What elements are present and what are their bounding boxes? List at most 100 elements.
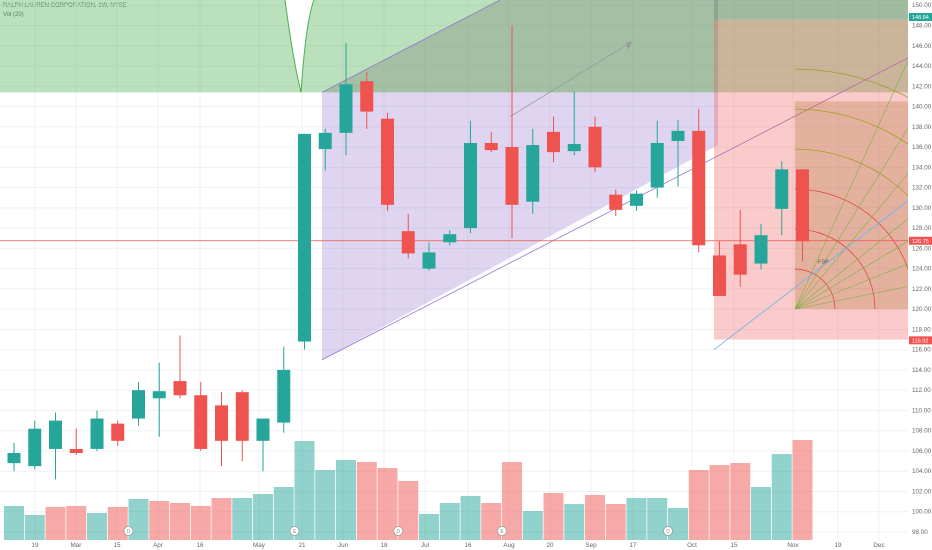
- volume-bar: [585, 495, 605, 540]
- candle-body: [547, 131, 560, 153]
- drawing-tools: FSP: [0, 0, 932, 361]
- volume-bar: [107, 507, 128, 540]
- volume-bar: [232, 498, 253, 540]
- event-marker: [663, 526, 673, 536]
- price-tick: 136.00: [912, 144, 932, 151]
- grid: [0, 0, 908, 545]
- time-tick: 19: [834, 542, 842, 549]
- price-tick: 138.00: [912, 124, 932, 131]
- candlesticks: [7, 25, 809, 480]
- fsp-label: FSP: [818, 260, 829, 266]
- candle-body: [360, 81, 374, 112]
- event-marker: [393, 526, 404, 536]
- price-tick: 142.00: [912, 83, 932, 90]
- time-tick: Mar: [71, 542, 82, 549]
- price-marker: [909, 236, 932, 245]
- green-zone: [0, 0, 908, 93]
- gann-fan-line: [794, 51, 913, 310]
- volume-indicator-label: Vol (20): [3, 12, 24, 18]
- candle-body: [49, 420, 62, 449]
- time-tick: Oct: [687, 542, 697, 549]
- price-tick: 122.00: [912, 286, 932, 293]
- candle-body: [194, 395, 208, 449]
- time-tick: 15: [730, 542, 738, 549]
- candle-body: [422, 252, 436, 269]
- candle-body: [796, 169, 809, 242]
- candle-body: [775, 169, 789, 209]
- event-marker-label: D: [666, 529, 670, 535]
- price-tick: 102.00: [912, 488, 932, 495]
- volume-bar: [439, 503, 460, 540]
- volume-bar: [792, 440, 813, 540]
- candle-body: [609, 194, 623, 210]
- price-tick: 120.00: [912, 306, 932, 313]
- price-tick: 104.00: [912, 468, 932, 475]
- price-tick: 134.00: [912, 164, 932, 171]
- dark-zone: [714, 0, 912, 20]
- volume-bar: [45, 507, 66, 540]
- price-tick: 144.00: [912, 63, 932, 70]
- candle-body: [505, 147, 519, 205]
- price-tick: 112.00: [912, 387, 931, 394]
- price-tick: 118.00: [912, 326, 931, 333]
- volume-bar: [751, 487, 771, 540]
- volume-bar: [460, 496, 481, 540]
- time-tick: 17: [629, 542, 637, 549]
- volume-bar: [253, 494, 273, 540]
- price-tick: 114.00: [912, 367, 931, 374]
- volume-bar: [190, 506, 211, 540]
- time-tick: Jun: [338, 542, 349, 549]
- gann-fan-line: [794, 215, 913, 310]
- price-tick: 128.00: [912, 225, 932, 232]
- price-tick: 132.00: [912, 185, 932, 192]
- candle-body: [298, 133, 311, 342]
- candle-body: [464, 143, 477, 229]
- price-axis-bg: [908, 0, 932, 550]
- time-tick: Sep: [585, 542, 597, 549]
- candle-body: [733, 244, 747, 275]
- price-tick: 140.00: [912, 104, 932, 111]
- time-tick: 20: [546, 542, 554, 549]
- candle-body: [111, 423, 125, 441]
- volume-bar: [502, 462, 522, 540]
- candle-body: [588, 126, 602, 168]
- time-tick: 16: [196, 542, 204, 549]
- price-tick: 130.00: [912, 205, 932, 212]
- gann-box: [795, 101, 912, 310]
- volume-bar: [294, 441, 315, 540]
- cycle-arc-line: [284, 0, 315, 93]
- candle-body: [339, 84, 353, 133]
- candle-body: [256, 418, 270, 441]
- price-tick: 106.00: [912, 448, 932, 455]
- event-marker-label: E: [500, 529, 504, 535]
- price-tick: 110.00: [912, 407, 931, 414]
- volume-bar: [398, 481, 419, 540]
- price-tick: 108.00: [912, 428, 932, 435]
- volume-bar: [564, 504, 585, 540]
- volume-bar: [481, 503, 502, 540]
- volume-bar: [688, 470, 709, 540]
- price-marker-label: 148.84: [912, 15, 929, 21]
- volume-bar: [273, 487, 294, 540]
- candle-body: [381, 118, 394, 205]
- candle-body: [567, 144, 581, 152]
- candle-body: [215, 405, 228, 441]
- volume-bar: [419, 514, 439, 540]
- candle-body: [484, 143, 498, 151]
- volume-bar: [66, 506, 87, 540]
- volume-bar: [522, 511, 543, 540]
- cycle-arcs: [285, 0, 314, 93]
- price-tick: 116.00: [912, 347, 931, 354]
- gann-fan-line: [794, 238, 913, 310]
- time-tick: 21: [298, 542, 306, 549]
- volume-bar: [626, 498, 647, 540]
- volume-bar: [647, 498, 668, 540]
- volume-bar: [24, 515, 45, 540]
- volume-bar: [543, 493, 564, 540]
- gann-arc: [794, 268, 836, 310]
- time-axis: 19 Mar 15 Apr 16 May 21 Jun 18 Jul 16 Aug 20 Sep 17 Oct…: [0, 540, 908, 550]
- time-tick: 18: [380, 542, 388, 549]
- red-zone: [714, 19, 912, 340]
